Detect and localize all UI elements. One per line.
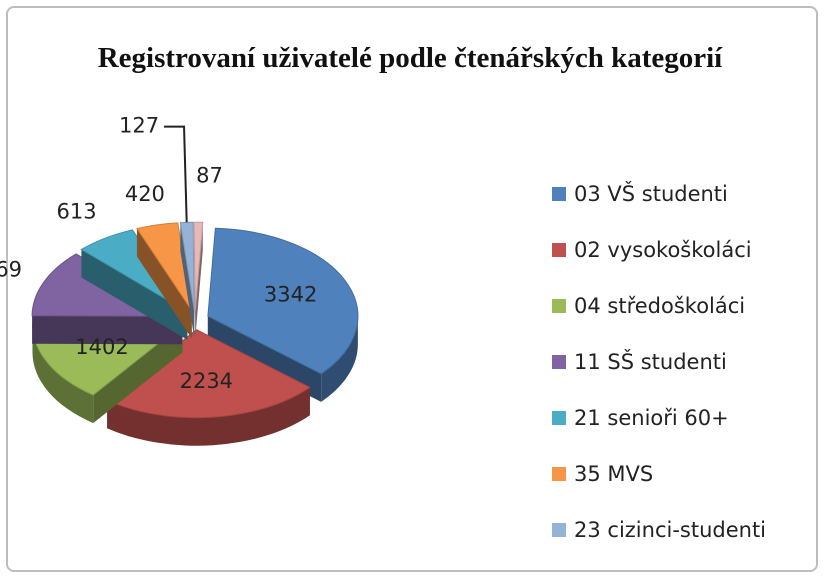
legend-item: 02 vysokoškoláci xyxy=(552,222,766,278)
legend-item: 23 cizinci-studenti xyxy=(552,502,766,558)
pie-slice xyxy=(179,221,195,339)
slice-side xyxy=(32,324,94,424)
slice-top xyxy=(106,329,311,419)
legend-label: 23 cizinci-studenti xyxy=(574,518,767,542)
legend: 03 VŠ studenti 02 vysokoškoláci 04 středoš… xyxy=(552,166,766,558)
slice-wall xyxy=(32,315,183,345)
legend-label: 04 středoškoláci xyxy=(574,294,746,318)
slice-top xyxy=(179,221,195,311)
legend-item: 11 SŠ studenti xyxy=(552,334,766,390)
data-label: 127 xyxy=(119,114,159,138)
slice-wall xyxy=(195,222,203,339)
pie-slice xyxy=(193,221,204,339)
slice-wall xyxy=(136,228,192,339)
data-label: 1169 xyxy=(0,257,22,281)
data-label: 420 xyxy=(125,182,165,206)
legend-swatch xyxy=(552,299,566,313)
legend-item: 03 VŠ studenti xyxy=(552,166,766,222)
legend-swatch xyxy=(552,187,566,201)
slice-wall xyxy=(180,222,195,339)
legend-swatch xyxy=(552,467,566,481)
legend-swatch xyxy=(552,355,566,369)
legend-label: 35 MVS xyxy=(574,462,654,486)
slice-top xyxy=(193,221,204,311)
legend-item: 35 MVS xyxy=(552,446,766,502)
data-label: 1402 xyxy=(75,335,128,359)
legend-label: 03 VŠ studenti xyxy=(574,182,728,206)
data-label: 3342 xyxy=(264,282,317,306)
data-label: 613 xyxy=(56,199,96,223)
slice-wall xyxy=(81,249,188,340)
leader-line xyxy=(164,125,188,223)
slice-side xyxy=(107,387,310,446)
chart-title: Registrovaní uživatelé podle čtenářských… xyxy=(97,42,723,74)
slice-top xyxy=(136,222,193,311)
legend-label: 21 senioři 60+ xyxy=(574,406,729,430)
legend-swatch xyxy=(552,411,566,425)
legend-label: 02 vysokoškoláci xyxy=(574,238,752,262)
chart-frame xyxy=(6,6,818,572)
data-label: 87 xyxy=(196,163,223,187)
legend-item: 04 středoškoláci xyxy=(552,278,766,334)
data-label: 2234 xyxy=(180,369,233,393)
legend-swatch xyxy=(552,523,566,537)
legend-label: 11 SŠ studenti xyxy=(574,350,727,374)
legend-swatch xyxy=(552,243,566,257)
legend-item: 21 senioři 60+ xyxy=(552,390,766,446)
slice-top xyxy=(207,227,359,375)
